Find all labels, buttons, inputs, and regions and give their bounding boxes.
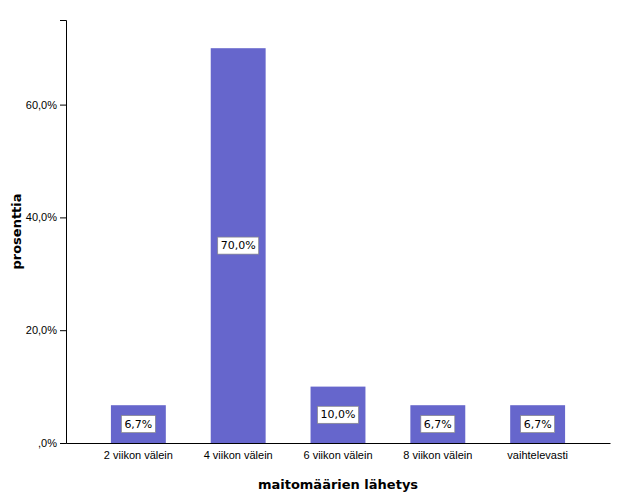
bars: [111, 48, 565, 443]
y-tick-mark: [60, 217, 66, 218]
data-label-group: 10,0%: [318, 406, 359, 423]
bar: [211, 48, 266, 443]
y-tick-mark: [60, 105, 66, 106]
y-tick: 20,0%: [26, 324, 66, 336]
data-label-group: 70,0%: [218, 237, 259, 254]
plot-area: ,0% 20,0% 40,0% 60,0% 2 viikon välein 4 viiko…: [26, 21, 611, 462]
y-axis: ,0% 20,0% 40,0% 60,0%: [26, 21, 67, 450]
y-tick: 60,0%: [26, 99, 66, 111]
x-tick-label: 6 viikon välein: [303, 449, 372, 461]
data-label-group: 6,7%: [521, 416, 555, 433]
data-label-box: [218, 237, 259, 254]
x-axis-line: [67, 443, 611, 444]
chart-container: ,0% 20,0% 40,0% 60,0% 2 viikon välein 4 viiko…: [0, 0, 626, 501]
data-label: 10,0%: [321, 408, 356, 421]
x-axis-title: maitomäärien lähetys: [258, 477, 418, 492]
x-tick: vaihtelevasti: [507, 449, 568, 461]
data-label-group: 6,7%: [421, 416, 455, 433]
y-tick-mark: [60, 330, 66, 331]
data-label-box: [121, 416, 155, 433]
x-tick-label: 8 viikon välein: [403, 449, 472, 461]
x-tick-label: 2 viikon välein: [104, 449, 173, 461]
x-tick-label: 4 viikon välein: [204, 449, 273, 461]
data-label: 6,7%: [524, 418, 552, 431]
bar: [410, 405, 465, 443]
y-tick: ,0%: [38, 437, 66, 449]
bar: [311, 387, 366, 443]
data-label-box: [521, 416, 555, 433]
data-label: 6,7%: [424, 418, 452, 431]
data-labels: 6,7% 70,0% 10,0% 6,7% 6,7%: [121, 237, 554, 433]
y-axis-title: prosenttia: [9, 193, 24, 269]
y-tick-label: 60,0%: [26, 99, 57, 111]
x-tick-label: vaihtelevasti: [507, 449, 568, 461]
bar: [510, 405, 565, 443]
bar: [111, 405, 166, 443]
y-tick: 40,0%: [26, 211, 66, 223]
y-axis-line: [60, 21, 67, 444]
x-tick: 6 viikon välein: [303, 449, 372, 461]
x-axis: 2 viikon välein 4 viikon välein 6 viikon v…: [67, 444, 611, 462]
x-tick: 4 viikon välein: [204, 449, 273, 461]
y-tick-mark: [60, 443, 66, 444]
x-tick: 8 viikon välein: [403, 449, 472, 461]
y-tick-label: 20,0%: [26, 324, 57, 336]
data-label-group: 6,7%: [121, 416, 155, 433]
data-label-box: [421, 416, 455, 433]
x-tick: 2 viikon välein: [104, 449, 173, 461]
data-label: 70,0%: [221, 239, 256, 252]
data-label-box: [318, 406, 359, 423]
chart-svg: ,0% 20,0% 40,0% 60,0% 2 viikon välein 4 viiko…: [0, 0, 626, 501]
data-label: 6,7%: [124, 418, 152, 431]
y-tick-label: ,0%: [38, 437, 57, 449]
y-tick-label: 40,0%: [26, 211, 57, 223]
